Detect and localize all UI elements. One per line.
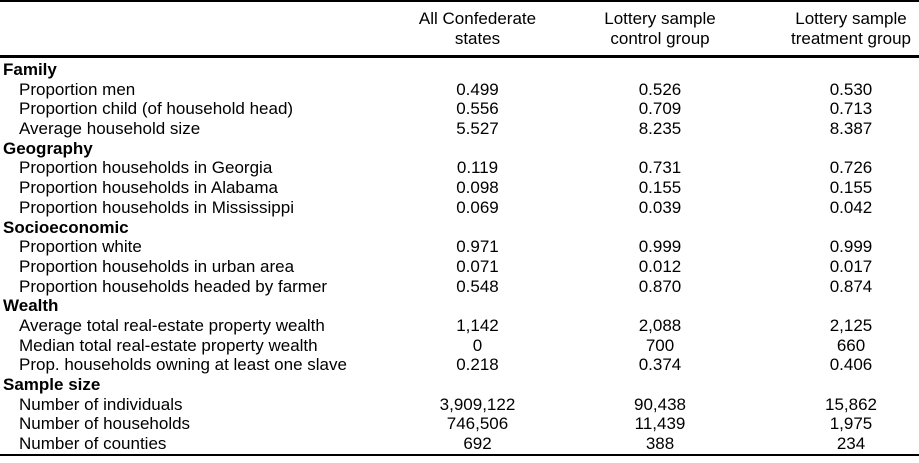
row-label: Proportion households in Alabama [19,178,278,198]
cell-value: 0.071 [456,256,499,276]
cell-value: 0.526 [638,79,682,99]
section-row: Wealth [0,296,919,316]
cell-value: 0.069 [456,197,499,217]
cell-value: 0.017 [829,256,873,276]
row-label: Number of individuals [19,394,183,414]
row-label: Proportion households headed by farmer [19,276,328,296]
cell-value: 234 [836,434,866,454]
cell-value: 0.155 [829,178,873,198]
section-label: Wealth [3,296,59,316]
table-row: Proportion households headed by farmer 0… [0,277,919,297]
cell-value: 0.971 [456,237,499,257]
table-row: Proportion white 0.971 0.999 0.999 [0,237,919,257]
cell-value: 0.556 [456,99,499,119]
column-header-lottery-treatment-group: Lottery sample treatment group [790,9,911,48]
table-row: Proportion households in urban area 0.07… [0,257,919,277]
cell-value: 0.119 [456,158,499,178]
table-row: Proportion households in Alabama 0.098 0… [0,178,919,198]
row-label: Proportion white [19,237,142,257]
column-header-lottery-control-group: Lottery sample control group [604,9,716,48]
cell-value: 660 [836,335,866,355]
row-label: Median total real-estate property wealth [19,335,318,355]
cell-value: 0.012 [638,256,682,276]
horizontal-rule-top [0,0,919,2]
table-row: Number of households 746,506 11,439 1,97… [0,414,919,434]
cell-value: 0.499 [456,79,499,99]
cell-value: 0.098 [456,178,499,198]
cell-value: 3,909,122 [439,394,516,414]
table-row: Proportion men 0.499 0.526 0.530 [0,80,919,100]
cell-value: 8.235 [638,119,682,139]
row-label: Prop. households owning at least one sla… [19,355,347,375]
cell-value: 0.039 [638,197,682,217]
row-label: Proportion households in Georgia [19,158,273,178]
cell-value: 2,088 [638,315,682,335]
table-row: Proportion child (of household head) 0.5… [0,99,919,119]
cell-value: 0.731 [638,158,682,178]
horizontal-rule-bottom [0,453,919,456]
cell-value: 0.530 [829,79,873,99]
cell-value: 5.527 [456,119,499,139]
table-body: Family Proportion men 0.499 0.526 0.530 … [0,58,919,454]
section-label: Socioeconomic [3,217,129,237]
column-header-all-confederate-states: All Confederate states [418,9,537,48]
row-label: Proportion child (of household head) [19,99,294,119]
cell-value: 746,506 [446,414,509,434]
row-label: Proportion men [19,79,136,99]
cell-value: 0.709 [638,99,682,119]
table-row: Proportion households in Georgia 0.119 0… [0,158,919,178]
cell-value: 0.870 [638,276,682,296]
cell-value: 0.406 [829,355,873,375]
table-row: Number of counties 692 388 234 [0,434,919,454]
section-row: Geography [0,139,919,159]
table-row: Proportion households in Mississippi 0.0… [0,198,919,218]
section-row: Socioeconomic [0,218,919,238]
cell-value: 0.548 [456,276,499,296]
cell-value: 90,438 [634,394,686,414]
horizontal-rule-header [0,55,919,58]
cell-value: 15,862 [825,394,877,414]
row-label: Average total real-estate property wealt… [19,315,325,335]
cell-value: 2,125 [829,315,873,335]
section-label: Family [3,60,57,79]
cell-value: 0 [472,335,483,355]
table-header: All Confederate states Lottery sample co… [0,2,919,55]
table-row: Average household size 5.527 8.235 8.387 [0,119,919,139]
cell-value: 0.999 [638,237,682,257]
cell-value: 1,142 [456,315,499,335]
table-row: Average total real-estate property wealt… [0,316,919,336]
table-row: Number of individuals 3,909,122 90,438 1… [0,395,919,415]
cell-value: 0.999 [829,237,873,257]
section-row: Family [0,60,919,80]
cell-value: 692 [463,434,492,454]
cell-value: 0.713 [829,99,873,119]
row-label: Proportion households in Mississippi [19,197,294,217]
table-row: Median total real-estate property wealth… [0,336,919,356]
cell-value: 1,975 [829,414,873,434]
section-label: Sample size [3,375,101,394]
cell-value: 700 [645,335,675,355]
row-label: Number of counties [19,434,167,454]
row-label: Proportion households in urban area [19,256,295,276]
table-row: Prop. households owning at least one sla… [0,355,919,375]
cell-value: 0.155 [638,178,682,198]
row-label: Number of households [19,414,191,434]
cell-value: 0.874 [829,276,873,296]
cell-value: 8.387 [829,119,873,139]
cell-value: 0.374 [638,355,682,375]
cell-value: 388 [645,434,675,454]
cell-value: 0.218 [456,355,499,375]
cell-value: 0.726 [829,158,873,178]
cell-value: 11,439 [634,414,686,434]
section-label: Geography [3,138,93,158]
row-label: Average household size [19,119,201,139]
cell-value: 0.042 [829,197,873,217]
section-row: Sample size [0,375,919,395]
